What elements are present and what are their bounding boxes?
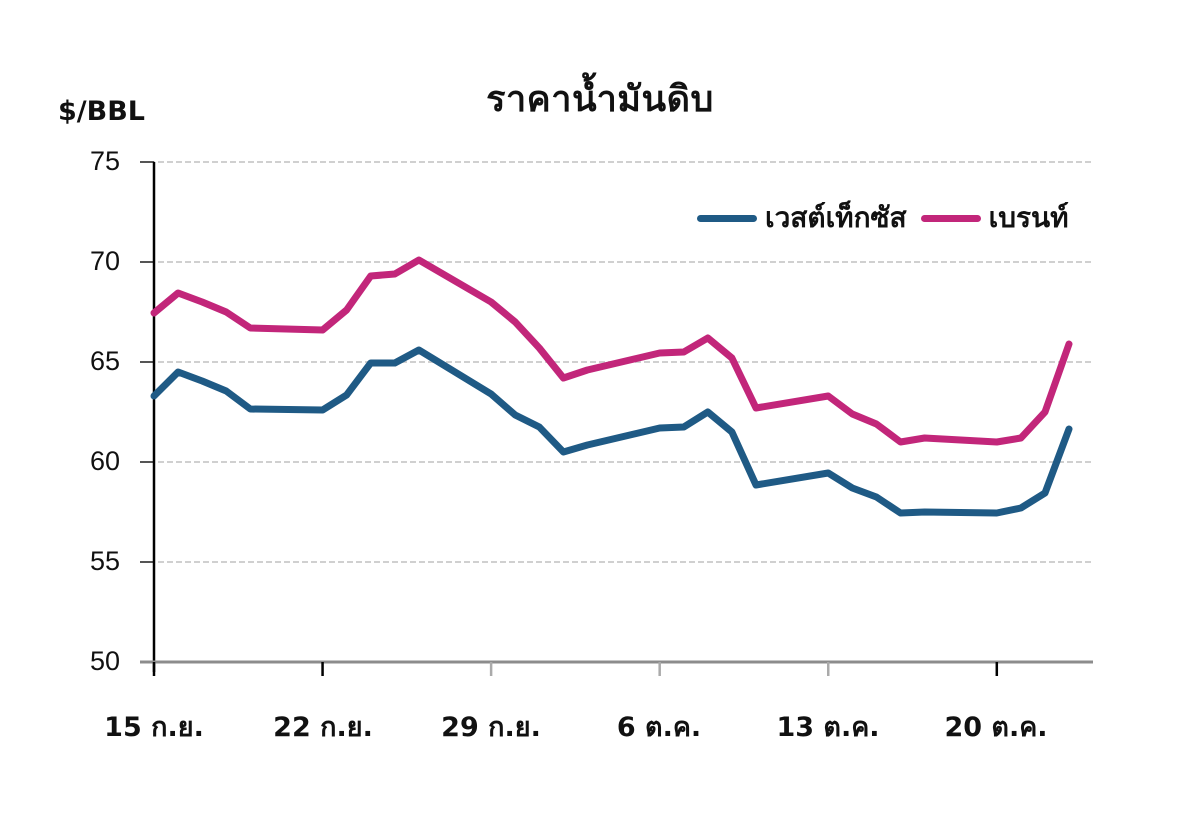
gridlines xyxy=(140,161,1093,563)
axes xyxy=(140,162,1093,676)
legend-swatch-wti xyxy=(697,214,757,222)
wti-line xyxy=(150,346,1073,517)
x-tick-label: 15 ก.ย. xyxy=(104,712,204,743)
brent-line xyxy=(150,256,1073,446)
data-lines xyxy=(150,256,1073,517)
y-tick-label: 75 xyxy=(89,146,120,176)
legend-item-wti: เวสต์เท็กซัส xyxy=(697,196,907,240)
y-tick-label: 50 xyxy=(89,646,120,676)
legend-item-brent: เบรนท์ xyxy=(920,196,1069,240)
y-axis-label: $/BBL xyxy=(58,96,146,127)
x-tick-label: 13 ต.ค. xyxy=(776,712,880,743)
x-tick-label: 6 ต.ค. xyxy=(616,712,702,743)
y-tick-label: 60 xyxy=(89,446,120,476)
legend-label-wti: เวสต์เท็กซัส xyxy=(765,201,907,234)
x-tick-label: 29 ก.ย. xyxy=(441,712,541,743)
legend-label-brent: เบรนท์ xyxy=(988,201,1069,234)
y-tick-label: 65 xyxy=(89,346,120,376)
x-tick-label: 22 ก.ย. xyxy=(273,712,373,743)
y-tick-label: 70 xyxy=(89,246,120,276)
legend: เวสต์เท็กซัส เบรนท์ xyxy=(697,196,1083,240)
chart-title: ราคาน้ำมันดิบ xyxy=(486,79,714,120)
y-tick-label: 55 xyxy=(89,546,120,576)
x-tick-label: 20 ต.ค. xyxy=(944,712,1048,743)
legend-swatch-brent xyxy=(920,214,981,222)
